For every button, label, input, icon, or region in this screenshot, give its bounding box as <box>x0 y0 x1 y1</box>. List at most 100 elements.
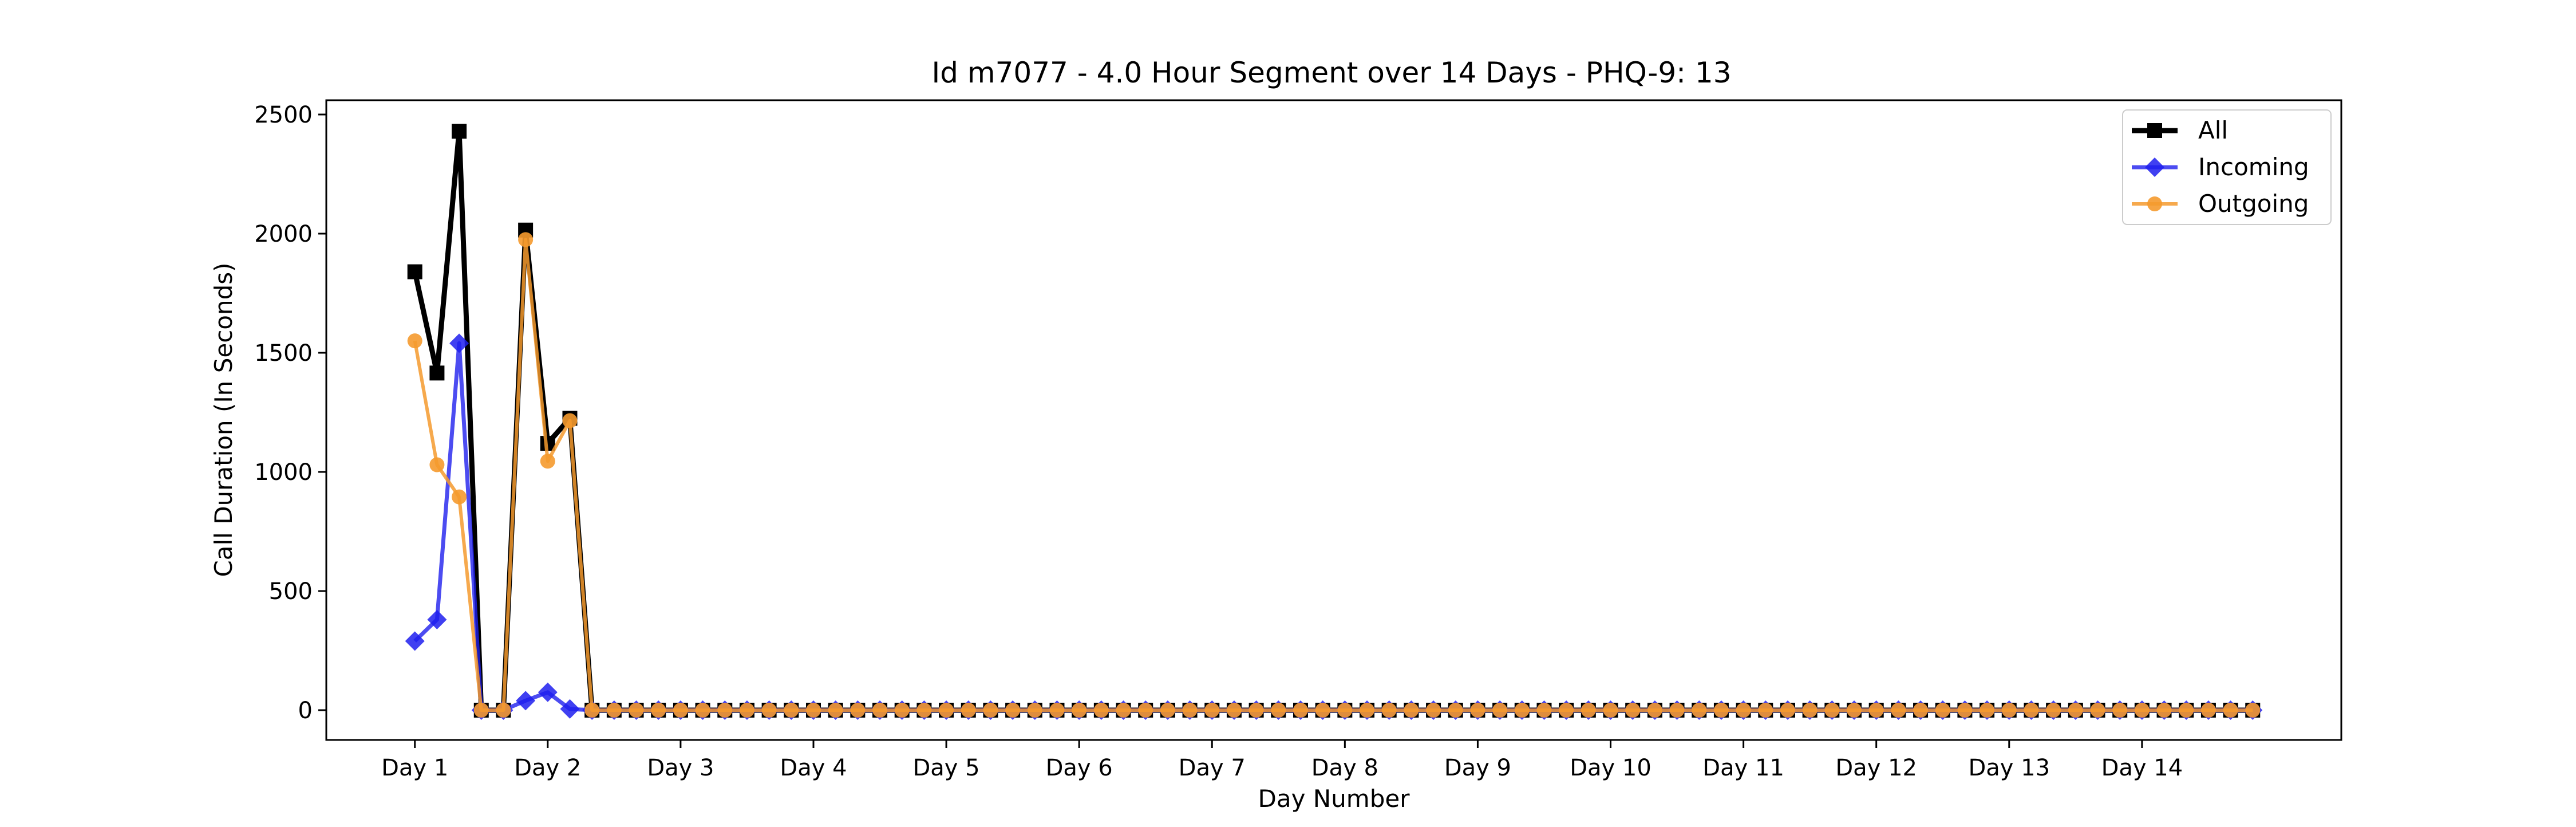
x-tick-label: Day 1 <box>381 755 448 781</box>
x-tick-label: Day 11 <box>1702 755 1784 781</box>
x-tick-label: Day 6 <box>1046 755 1113 781</box>
point-outgoing <box>540 454 555 469</box>
point-outgoing <box>1802 702 1818 718</box>
point-outgoing <box>473 702 489 718</box>
legend: All Incoming Outgoing <box>2122 109 2332 225</box>
point-outgoing <box>1758 702 1773 718</box>
point-outgoing <box>2134 702 2150 718</box>
point-outgoing <box>584 702 600 718</box>
point-outgoing <box>1404 702 1419 718</box>
point-outgoing <box>1360 702 1375 718</box>
point-outgoing <box>2001 702 2017 718</box>
legend-item-incoming: Incoming <box>2132 153 2309 181</box>
point-outgoing <box>2024 702 2039 718</box>
point-outgoing <box>1536 702 1552 718</box>
x-tick-label: Day 5 <box>912 755 979 781</box>
y-axis-label: Call Duration (In Seconds) <box>210 262 238 577</box>
x-tick-label: Day 9 <box>1444 755 1511 781</box>
point-outgoing <box>1381 702 1397 718</box>
point-outgoing <box>1669 702 1685 718</box>
point-outgoing <box>1780 702 1795 718</box>
point-outgoing <box>1426 702 1441 718</box>
x-tick-label: Day 3 <box>647 755 714 781</box>
point-all <box>452 124 467 139</box>
x-tick-label: Day 2 <box>514 755 581 781</box>
y-tick-label: 2000 <box>254 221 313 247</box>
y-axis: 0 500 1000 1500 2000 2500 <box>254 102 326 724</box>
point-outgoing <box>1470 702 1485 718</box>
x-axis-label: Day Number <box>1258 785 1410 813</box>
point-outgoing <box>894 702 910 718</box>
x-tick-label: Day 4 <box>780 755 847 781</box>
plot-area <box>325 99 2342 741</box>
point-outgoing <box>2200 702 2216 718</box>
legend-item-all: All <box>2132 116 2228 144</box>
point-outgoing <box>1559 702 1574 718</box>
legend-marker-incoming <box>2145 157 2164 177</box>
series-layer <box>405 124 2263 720</box>
point-incoming <box>449 333 469 353</box>
x-tick-label: Day 7 <box>1179 755 1246 781</box>
point-all <box>407 264 422 279</box>
series-line-all <box>412 128 2253 713</box>
series-outgoing <box>407 232 2261 718</box>
point-outgoing <box>562 413 578 428</box>
point-outgoing <box>739 702 754 718</box>
point-outgoing <box>828 702 843 718</box>
point-outgoing <box>1692 702 1707 718</box>
series-line-outgoing <box>413 238 2253 712</box>
point-outgoing <box>651 702 666 718</box>
point-outgoing <box>407 333 422 349</box>
point-outgoing <box>1315 702 1330 718</box>
point-outgoing <box>452 489 467 505</box>
point-outgoing <box>1093 702 1109 718</box>
legend-label-all: All <box>2198 116 2228 144</box>
point-outgoing <box>939 702 954 718</box>
series-incoming <box>405 333 2263 720</box>
point-outgoing <box>1005 702 1021 718</box>
point-incoming <box>560 699 580 719</box>
x-tick-label: Day 8 <box>1311 755 1378 781</box>
point-outgoing <box>784 702 799 718</box>
point-outgoing <box>1049 702 1065 718</box>
point-outgoing <box>1293 702 1308 718</box>
point-outgoing <box>916 702 932 718</box>
point-outgoing <box>850 702 866 718</box>
point-outgoing <box>1204 702 1220 718</box>
y-tick-label: 1500 <box>254 340 313 367</box>
point-outgoing <box>1980 702 1995 718</box>
point-outgoing <box>1271 702 1286 718</box>
point-outgoing <box>1226 702 1242 718</box>
point-outgoing <box>717 702 733 718</box>
point-outgoing <box>1713 702 1729 718</box>
point-outgoing <box>1736 702 1751 718</box>
point-incoming <box>516 691 536 711</box>
point-outgoing <box>1116 702 1131 718</box>
point-outgoing <box>1603 702 1618 718</box>
point-outgoing <box>629 702 644 718</box>
point-outgoing <box>1581 702 1596 718</box>
point-outgoing <box>961 702 976 718</box>
point-outgoing <box>1847 702 1862 718</box>
point-outgoing <box>2179 702 2194 718</box>
point-outgoing <box>1160 702 1175 718</box>
point-outgoing <box>1249 702 1264 718</box>
point-outgoing <box>1448 702 1463 718</box>
point-outgoing <box>2223 702 2238 718</box>
point-outgoing <box>1647 702 1662 718</box>
series-line-incoming <box>413 341 2253 712</box>
point-outgoing <box>805 702 821 718</box>
point-outgoing <box>1492 702 1508 718</box>
point-outgoing <box>1072 702 1087 718</box>
point-outgoing <box>983 702 998 718</box>
y-tick-label: 500 <box>269 578 313 605</box>
point-outgoing <box>429 457 445 472</box>
point-outgoing <box>1913 702 1929 718</box>
point-outgoing <box>872 702 888 718</box>
point-incoming <box>427 609 447 629</box>
point-outgoing <box>2245 702 2261 718</box>
point-outgoing <box>695 702 710 718</box>
point-outgoing <box>1935 702 1950 718</box>
